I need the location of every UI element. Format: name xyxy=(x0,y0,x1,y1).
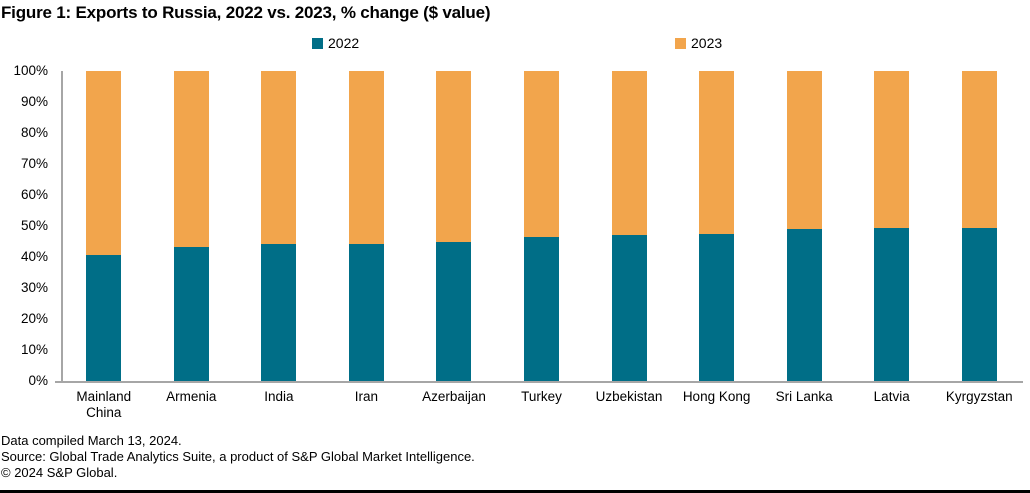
bar-slot-uzbekistan xyxy=(585,71,673,381)
y-tick-label-40: 40% xyxy=(20,249,48,264)
stacked-bar-mainland-china xyxy=(86,71,122,381)
x-tick-label-turkey: Turkey xyxy=(521,389,562,404)
bar-slot-india xyxy=(235,71,323,381)
chart-title: Figure 1: Exports to Russia, 2022 vs. 20… xyxy=(1,3,491,22)
segment-2022-latvia xyxy=(874,228,910,381)
stacked-bar-azerbaijan xyxy=(436,71,472,381)
legend-swatch-2022-icon xyxy=(312,38,323,49)
stacked-bar-hong-kong xyxy=(699,71,735,381)
legend-label-2022: 2022 xyxy=(328,35,360,51)
x-tick-label-india: India xyxy=(264,389,294,404)
y-tick-label-50: 50% xyxy=(20,218,48,233)
y-tick-label-70: 70% xyxy=(20,156,48,171)
x-tick-label-armenia: Armenia xyxy=(166,389,217,404)
segment-2023-sri-lanka xyxy=(786,71,822,230)
segment-2022-hong-kong xyxy=(699,233,735,381)
x-tick-label-sri-lanka: Sri Lanka xyxy=(775,389,833,404)
legend-item-2023: 2023 xyxy=(675,36,722,51)
bar-slot-kyrgyzstan xyxy=(935,71,1023,381)
legend-swatch-2023-icon xyxy=(675,38,686,49)
bar-slot-azerbaijan xyxy=(410,71,498,381)
bar-slot-iran xyxy=(323,71,411,381)
segment-2023-india xyxy=(261,71,297,244)
footnotes: Data compiled March 13, 2024. Source: Gl… xyxy=(1,433,475,481)
segment-2023-latvia xyxy=(874,71,910,229)
stacked-bar-iran xyxy=(348,71,384,381)
segment-2023-hong-kong xyxy=(699,71,735,234)
segment-2023-kyrgyzstan xyxy=(961,71,997,229)
footnote-compiled: Data compiled March 13, 2024. xyxy=(1,433,182,448)
footnote-source: Source: Global Trade Analytics Suite, a … xyxy=(1,449,475,464)
segment-2023-armenia xyxy=(173,71,209,248)
stacked-bar-turkey xyxy=(524,71,559,381)
bar-slot-sri-lanka xyxy=(760,71,848,381)
x-tick-label-mainland-china: Mainland China xyxy=(76,389,132,420)
x-axis-labels: Mainland China Armenia India Iran Azerbaijan… xyxy=(60,389,1023,421)
segment-2023-mainland-china xyxy=(86,71,122,256)
y-tick-label-100: 100% xyxy=(13,63,48,78)
y-tick-label-0: 0% xyxy=(28,373,48,388)
bars xyxy=(60,71,1023,381)
segment-2022-uzbekistan xyxy=(611,235,647,381)
legend-label-2023: 2023 xyxy=(691,35,723,51)
segment-2023-uzbekistan xyxy=(611,71,647,236)
legend-item-2022: 2022 xyxy=(312,36,359,51)
footnote-copyright: © 2024 S&P Global. xyxy=(1,465,118,480)
stacked-bar-kyrgyzstan xyxy=(961,71,997,381)
x-axis-line xyxy=(55,381,1023,383)
y-axis-labels: 0% 10% 20% 30% 40% 50% 60% 70% 80% 90% 100% xyxy=(0,63,55,388)
segment-2023-iran xyxy=(348,71,384,244)
stacked-bar-uzbekistan xyxy=(611,71,647,381)
stacked-bar-sri-lanka xyxy=(786,71,822,381)
segment-2022-india xyxy=(261,243,297,381)
x-tick-label-azerbaijan: Azerbaijan xyxy=(422,389,486,404)
bar-slot-mainland-china xyxy=(60,71,148,381)
bar-slot-armenia xyxy=(148,71,236,381)
x-tick-label-kyrgyzstan: Kyrgyzstan xyxy=(945,389,1013,404)
bar-slot-turkey xyxy=(498,71,586,381)
y-tick-label-80: 80% xyxy=(20,125,48,140)
stacked-bar-india xyxy=(261,71,297,381)
x-tick-label-uzbekistan: Uzbekistan xyxy=(595,389,663,404)
segment-2022-turkey xyxy=(524,237,559,381)
y-tick-label-30: 30% xyxy=(20,280,48,295)
segment-2022-azerbaijan xyxy=(436,242,472,381)
segment-2022-iran xyxy=(348,243,384,381)
y-tick-label-90: 90% xyxy=(20,94,48,109)
y-tick-label-10: 10% xyxy=(20,342,48,357)
bar-slot-hong-kong xyxy=(673,71,761,381)
y-tick-label-20: 20% xyxy=(20,311,48,326)
bar-slot-latvia xyxy=(848,71,936,381)
stacked-bar-armenia xyxy=(173,71,209,381)
y-tick-label-60: 60% xyxy=(20,187,48,202)
x-tick-label-iran: Iran xyxy=(354,389,379,404)
x-tick-label-latvia: Latvia xyxy=(873,389,910,404)
segment-2023-azerbaijan xyxy=(436,71,472,243)
segment-2022-mainland-china xyxy=(86,255,122,381)
segment-2022-sri-lanka xyxy=(786,229,822,381)
x-tick-label-hong-kong: Hong Kong xyxy=(682,389,751,404)
y-axis-line xyxy=(61,71,63,383)
segment-2022-armenia xyxy=(173,247,209,381)
segment-2023-turkey xyxy=(524,71,559,238)
stacked-bar-latvia xyxy=(874,71,910,381)
segment-2022-kyrgyzstan xyxy=(961,228,997,381)
